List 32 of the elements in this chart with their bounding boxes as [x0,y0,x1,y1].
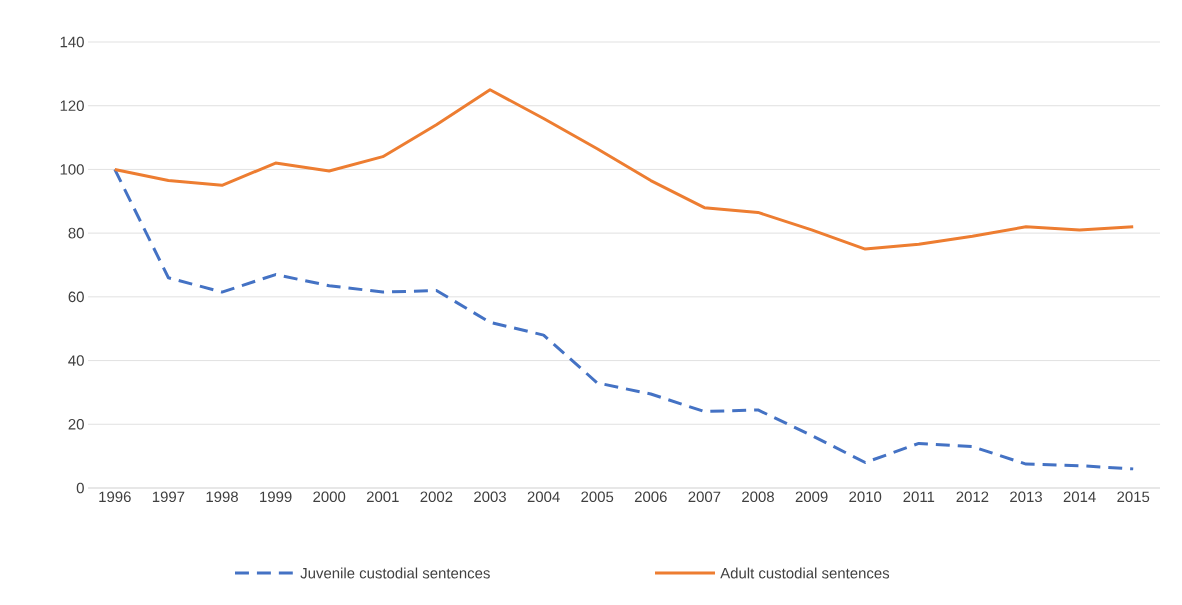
y-tick-label: 0 [76,482,84,494]
legend-label: Adult custodial sentences [720,567,890,579]
y-tick-label: 100 [60,164,84,175]
x-tick-label: 2003 [474,491,506,503]
line-series [113,167,1135,471]
x-tick-label: 2000 [313,491,346,503]
x-tick-label: 2006 [634,491,667,503]
x-tick-label: 2013 [1010,491,1042,503]
x-tick-label: 2015 [1117,491,1150,503]
x-tick-label: 2009 [795,491,828,503]
x-tick-label: 2004 [527,491,560,503]
x-tick-label: 2014 [1063,491,1096,503]
y-tick-label: 80 [68,227,84,239]
x-tick-label: 2002 [420,491,453,503]
y-tick-label: 40 [68,355,84,366]
x-tick-label: 2011 [903,491,935,503]
legend-label: Juvenile custodial sentences [300,567,490,579]
x-tick-label: 2001 [366,491,399,503]
y-tick-label: 60 [68,291,84,303]
y-tick-label: 140 [60,36,84,48]
line-series [113,88,1135,251]
x-tick-label: 1997 [152,491,185,503]
y-tick-label: 20 [68,418,84,430]
x-tick-label: 1996 [99,491,131,503]
x-tick-label: 2007 [688,491,721,503]
x-tick-label: 1998 [206,491,238,503]
y-tick-label: 120 [60,100,84,111]
x-tick-label: 2005 [581,491,614,503]
x-tick-label: 1999 [260,491,292,503]
x-tick-label: 2008 [742,491,774,503]
x-tick-label: 2010 [849,491,882,503]
x-tick-label: 2012 [956,491,989,503]
